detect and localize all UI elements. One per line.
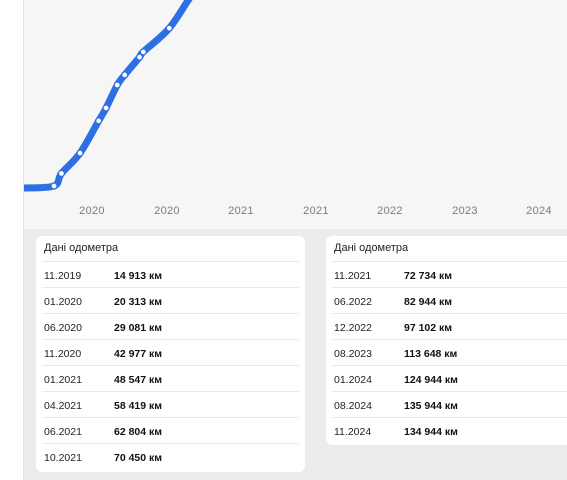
x-tick-label: 2020 xyxy=(79,205,105,217)
data-point xyxy=(94,117,103,125)
data-point xyxy=(139,48,147,56)
odometer-table: 11.2021 72 734 км 06.2022 82 944 км 12.2022 9… xyxy=(332,261,567,443)
x-tick-label: 2024 xyxy=(526,205,552,217)
odometer-mileage: 29 081 км xyxy=(114,322,163,334)
table-row: 01.2020 20 313 км xyxy=(42,287,299,313)
odometer-date: 11.2019 xyxy=(44,270,82,282)
odometer-date: 08.2023 xyxy=(334,348,372,360)
table-row: 04.2021 58 419 км xyxy=(42,391,299,417)
page-left-edge xyxy=(0,0,24,480)
data-point xyxy=(102,104,110,112)
odometer-date: 12.2022 xyxy=(334,322,372,334)
odometer-date: 08.2024 xyxy=(334,400,372,412)
odometer-date: 06.2022 xyxy=(334,296,372,308)
odometer-mileage: 72 734 км xyxy=(404,270,453,282)
table-row: 11.2019 14 913 км xyxy=(42,261,299,287)
odometer-table: 11.2019 14 913 км 01.2020 20 313 км 06.2020 2… xyxy=(42,261,299,469)
data-point xyxy=(113,81,121,89)
x-tick-label: 2023 xyxy=(452,205,478,217)
data-point xyxy=(76,149,84,157)
odometer-date: 11.2024 xyxy=(334,426,372,438)
x-tick-label: 2020 xyxy=(154,205,180,217)
odometer-mileage: 124 944 км xyxy=(404,374,458,386)
table-row: 01.2021 48 547 км xyxy=(42,365,299,391)
x-tick-label: 2021 xyxy=(303,205,329,217)
data-point xyxy=(135,53,144,61)
table-row: 11.2021 72 734 км xyxy=(332,261,567,287)
odometer-chart: 2020 2020 2021 2021 2022 2023 2024 xyxy=(24,0,567,229)
odometer-mileage: 48 547 км xyxy=(114,374,163,386)
odometer-mileage: 62 804 км xyxy=(114,426,163,438)
odometer-mileage: 20 313 км xyxy=(114,296,163,308)
table-row: 10.2021 70 450 км xyxy=(42,443,299,469)
table-row: 06.2021 62 804 км xyxy=(42,417,299,443)
x-tick-label: 2022 xyxy=(377,205,403,217)
odometer-card-right: Дані одометра 11.2021 72 734 км 06.2022 82 … xyxy=(326,236,567,445)
odometer-mileage: 97 102 км xyxy=(404,322,453,334)
table-row: 06.2020 29 081 км xyxy=(42,313,299,339)
odometer-card-title: Дані одометра xyxy=(44,242,119,254)
odometer-card-title: Дані одометра xyxy=(334,242,409,254)
odometer-mileage: 135 944 км xyxy=(404,400,458,412)
odometer-chart-svg: 2020 2020 2021 2021 2022 2023 2024 xyxy=(24,0,552,217)
table-row: 11.2020 42 977 км xyxy=(42,339,299,365)
odometer-mileage: 14 913 км xyxy=(114,270,163,282)
mileage-line xyxy=(24,0,193,192)
odometer-date: 06.2020 xyxy=(44,322,82,334)
odometer-date: 10.2021 xyxy=(44,452,82,464)
x-tick-label: 2021 xyxy=(228,205,254,217)
odometer-mileage: 82 944 км xyxy=(404,296,453,308)
data-point xyxy=(165,24,173,32)
table-row: 08.2023 113 648 км xyxy=(332,339,567,365)
odometer-date: 01.2021 xyxy=(44,374,82,386)
data-point xyxy=(57,169,66,178)
odometer-mileage: 113 648 км xyxy=(404,348,458,360)
odometer-date: 01.2020 xyxy=(44,296,82,308)
table-row: 08.2024 135 944 км xyxy=(332,391,567,417)
table-row: 06.2022 82 944 км xyxy=(332,287,567,313)
table-row: 12.2022 97 102 км xyxy=(332,313,567,339)
odometer-date: 04.2021 xyxy=(44,400,82,412)
table-row: 01.2024 124 944 км xyxy=(332,365,567,391)
odometer-mileage: 58 419 км xyxy=(114,400,163,412)
odometer-mileage: 70 450 км xyxy=(114,452,163,464)
odometer-date: 11.2021 xyxy=(334,270,372,282)
data-point xyxy=(50,182,58,190)
odometer-date: 06.2021 xyxy=(44,426,82,438)
odometer-mileage: 134 944 км xyxy=(404,426,458,438)
table-row: 11.2024 134 944 км xyxy=(332,417,567,443)
odometer-date: 11.2020 xyxy=(44,348,82,360)
odometer-card-left: Дані одометра 11.2019 14 913 км 01.2020 20 … xyxy=(36,236,305,472)
odometer-mileage: 42 977 км xyxy=(114,348,163,360)
data-point xyxy=(121,71,129,79)
odometer-date: 01.2024 xyxy=(334,374,372,386)
